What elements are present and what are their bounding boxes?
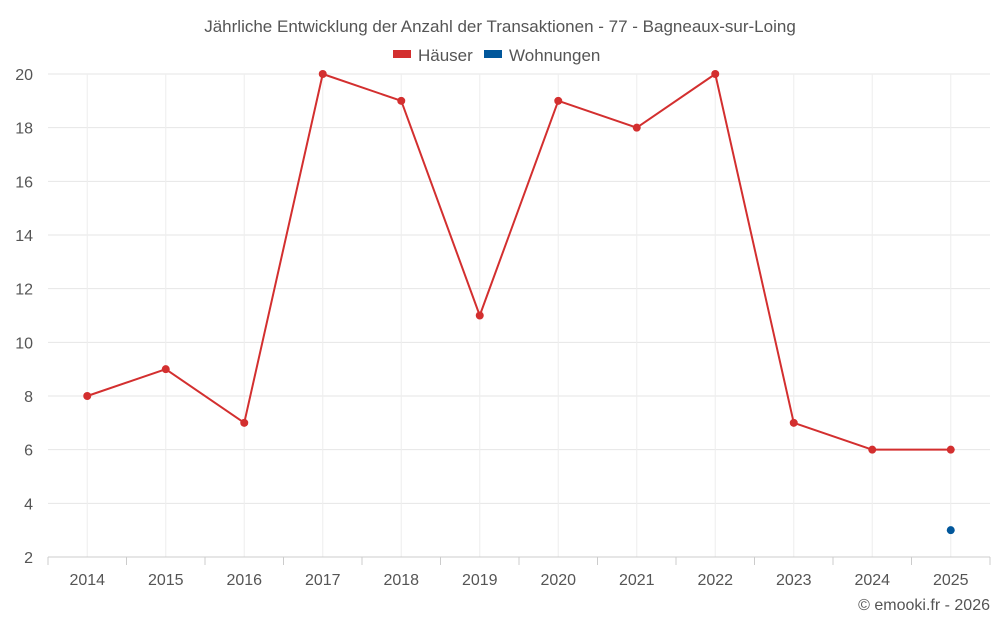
y-tick-label: 12 [15,282,33,299]
series-line-0 [86,73,951,451]
x-tick-label: 2015 [148,572,184,589]
data-point[interactable] [711,70,720,78]
legend-swatch-wohnungen [484,50,502,58]
x-axis: 2014 2015 2016 2017 2018 2019 2020 2021 2022 2023… [47,556,991,589]
data-point[interactable] [632,123,641,132]
chart-title: Jährliche Entwicklung der Anzahl der Tra… [204,17,796,36]
x-tick-label: 2024 [854,572,890,589]
legend-label-haeuser: Häuser [418,46,473,65]
y-axis: 2 4 6 8 10 12 14 16 18 20 [15,67,33,567]
y-tick-label: 18 [15,121,33,138]
y-tick-label: 10 [15,335,33,352]
legend-item-wohnungen[interactable]: Wohnungen [484,46,600,65]
legend: Häuser Wohnungen [393,46,600,65]
x-tick-label: 2022 [697,572,733,589]
x-tick-label: 2023 [776,572,812,589]
x-tick-label: 2021 [619,572,655,589]
data-point[interactable] [318,70,327,78]
y-tick-label: 2 [24,550,33,567]
data-point[interactable] [475,311,484,320]
y-tick-label: 4 [24,496,33,513]
legend-item-haeuser[interactable]: Häuser [393,46,473,65]
data-point[interactable] [789,418,798,427]
data-point[interactable] [946,445,955,454]
data-point[interactable] [240,418,249,427]
data-point[interactable] [83,392,92,400]
data-point[interactable] [161,365,170,374]
grid [48,73,990,558]
y-tick-label: 14 [15,228,33,245]
credit-text: © emooki.fr - 2026 [858,597,990,614]
series-layer [83,70,955,535]
y-tick-label: 20 [15,67,33,84]
x-tick-label: 2018 [383,572,419,589]
data-point[interactable] [946,526,955,535]
x-tick-label: 2016 [226,572,262,589]
data-point[interactable] [868,445,877,454]
y-tick-label: 16 [15,174,33,191]
x-tick-label: 2017 [305,572,341,589]
legend-label-wohnungen: Wohnungen [509,46,600,65]
x-tick-label: 2020 [540,572,576,589]
y-tick-label: 6 [24,443,33,460]
legend-swatch-haeuser [393,50,411,58]
x-tick-label: 2019 [462,572,498,589]
y-tick-label: 8 [24,389,33,406]
data-point[interactable] [554,96,563,105]
data-point[interactable] [397,96,406,105]
x-tick-label: 2014 [69,572,105,589]
x-tick-label: 2025 [933,572,969,589]
